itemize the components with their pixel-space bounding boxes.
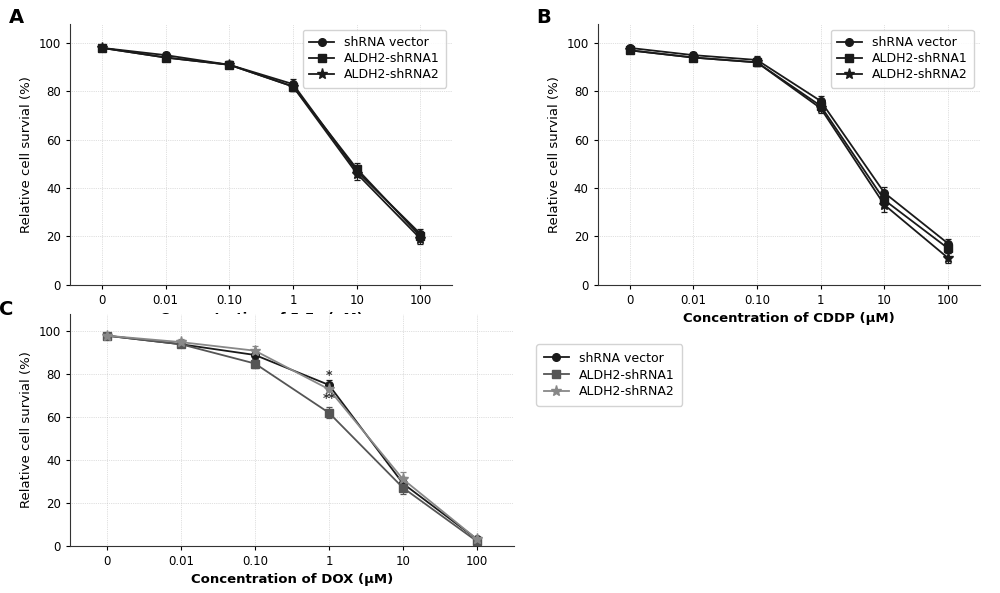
Text: B: B <box>536 8 551 27</box>
Text: C: C <box>0 301 13 320</box>
Text: *: * <box>326 368 332 381</box>
X-axis label: Concentration of CDDP (μM): Concentration of CDDP (μM) <box>683 313 895 325</box>
Text: A: A <box>9 8 24 27</box>
Y-axis label: Relative cell survial (%): Relative cell survial (%) <box>20 76 33 232</box>
Y-axis label: Relative cell survial (%): Relative cell survial (%) <box>20 352 33 508</box>
X-axis label: Concentration of 5-Fu (μM): Concentration of 5-Fu (μM) <box>160 313 363 325</box>
Legend: shRNA vector, ALDH2-shRNA1, ALDH2-shRNA2: shRNA vector, ALDH2-shRNA1, ALDH2-shRNA2 <box>536 345 682 406</box>
Text: **: ** <box>322 392 335 405</box>
Legend: shRNA vector, ALDH2-shRNA1, ALDH2-shRNA2: shRNA vector, ALDH2-shRNA1, ALDH2-shRNA2 <box>303 30 446 88</box>
X-axis label: Concentration of DOX (μM): Concentration of DOX (μM) <box>191 573 393 586</box>
Y-axis label: Relative cell survial (%): Relative cell survial (%) <box>548 76 561 232</box>
Legend: shRNA vector, ALDH2-shRNA1, ALDH2-shRNA2: shRNA vector, ALDH2-shRNA1, ALDH2-shRNA2 <box>830 30 974 88</box>
